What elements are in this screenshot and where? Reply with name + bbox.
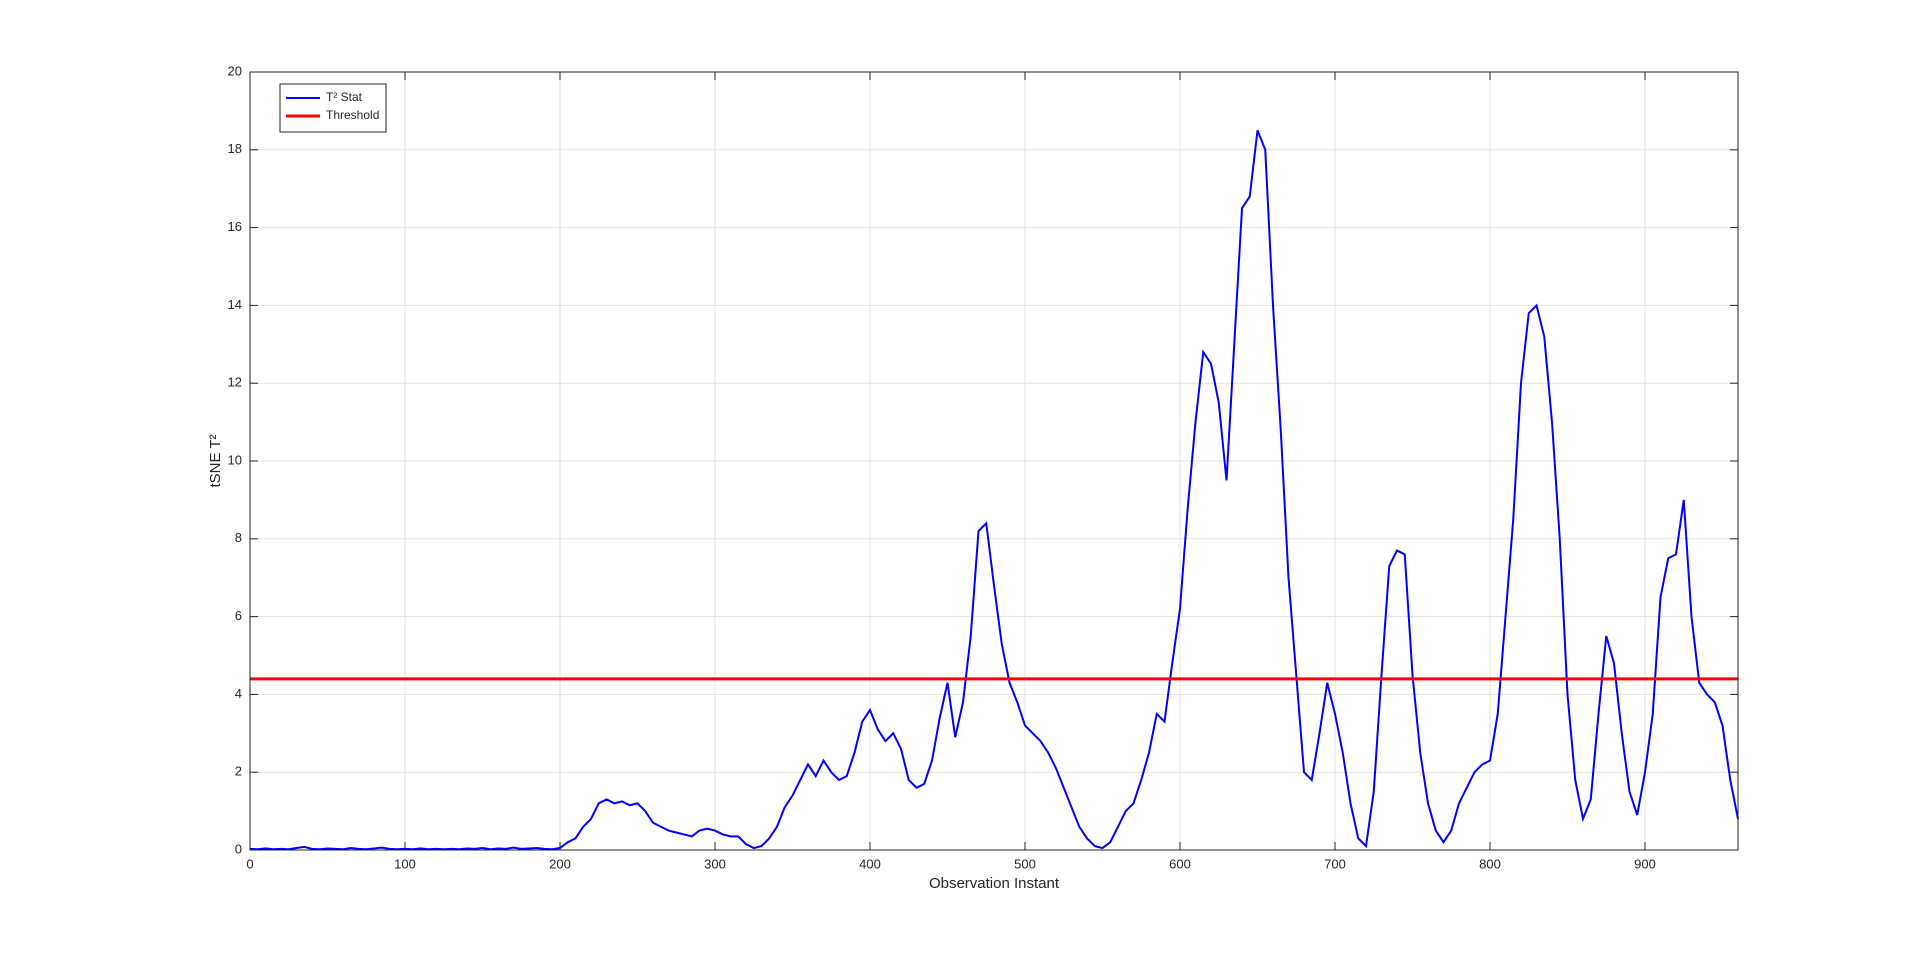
y-tick-label: 2	[235, 764, 242, 779]
y-tick-label: 4	[235, 686, 242, 701]
data-line	[249, 129, 1739, 851]
x-tick-label: 400	[859, 856, 881, 871]
x-tick-label: 300	[704, 856, 726, 871]
x-tick-label: 800	[1479, 856, 1501, 871]
legend-box	[279, 83, 387, 133]
y-tick-label: 20	[228, 63, 242, 78]
y-tick-label: 0	[235, 841, 242, 856]
y-tick-label: 10	[228, 452, 242, 467]
x-tick-label: 900	[1634, 856, 1656, 871]
x-axis-label: Observation Instant	[929, 875, 1060, 892]
x-tick-label: 500	[1014, 856, 1036, 871]
x-tick-label: 200	[549, 856, 571, 871]
axes-box	[249, 71, 1739, 851]
legend-label: Threshold	[326, 108, 379, 122]
legend-label: T² Stat	[326, 90, 363, 104]
x-tick-label: 0	[246, 856, 253, 871]
y-tick-label: 8	[235, 530, 242, 545]
x-tick-label: 700	[1324, 856, 1346, 871]
x-tick-label: 600	[1169, 856, 1191, 871]
x-tick-label: 100	[394, 856, 416, 871]
y-axis-label: tSNE T²	[207, 434, 224, 487]
y-tick-label: 16	[228, 219, 242, 234]
y-tick-label: 14	[228, 297, 242, 312]
y-tick-label: 6	[235, 608, 242, 623]
y-tick-label: 18	[228, 141, 242, 156]
y-tick-label: 12	[228, 375, 242, 390]
